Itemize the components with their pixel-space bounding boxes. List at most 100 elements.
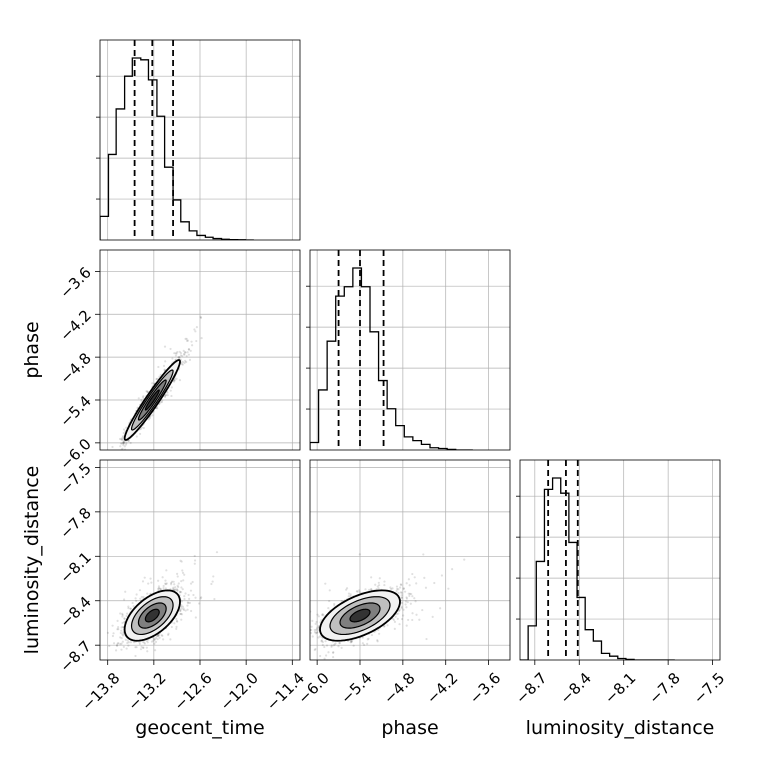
scatter-point <box>155 636 158 639</box>
scatter-point <box>114 454 116 456</box>
scatter-point <box>117 628 120 631</box>
scatter-point <box>323 657 326 660</box>
scatter-point <box>331 651 335 654</box>
scatter-point <box>180 604 183 607</box>
scatter-point <box>166 391 169 394</box>
scatter-point <box>122 442 125 445</box>
scatter-point <box>183 361 186 365</box>
scatter-point <box>383 580 386 583</box>
scatter-point <box>127 605 130 608</box>
scatter-point <box>391 587 394 590</box>
scatter-point <box>186 608 189 611</box>
scatter-point <box>400 596 404 599</box>
scatter-point <box>415 582 418 585</box>
scatter-point <box>115 644 119 647</box>
scatter-point <box>400 596 403 599</box>
scatter-point <box>394 615 397 618</box>
x-tick-label: −4.2 <box>423 669 461 707</box>
scatter-point <box>181 354 184 358</box>
scatter-point <box>321 643 324 647</box>
scatter-point <box>124 638 127 641</box>
scatter-point <box>178 350 181 353</box>
x-tick-label: −12.6 <box>171 669 216 714</box>
scatter-point <box>173 380 176 383</box>
scatter-point <box>164 394 167 397</box>
scatter-point <box>366 638 369 641</box>
scatter-point <box>314 647 317 651</box>
scatter-point <box>189 582 193 585</box>
scatter-point <box>175 617 178 621</box>
scatter-point <box>400 605 403 608</box>
scatter-point <box>126 639 129 642</box>
y-tick-label: −8.7 <box>56 637 94 675</box>
scatter-point <box>112 632 115 635</box>
scatter-point <box>376 585 379 588</box>
scatter-point <box>400 607 403 610</box>
scatter-point <box>116 628 119 631</box>
scatter-point <box>175 619 179 622</box>
scatter-point <box>367 637 370 640</box>
scatter-point <box>340 646 343 649</box>
scatter-point <box>193 328 196 331</box>
x-tick-label: −8.4 <box>557 669 595 707</box>
scatter-point <box>345 587 349 590</box>
scatter-point <box>407 578 410 581</box>
scatter-point <box>127 439 130 443</box>
scatter-point <box>361 642 364 645</box>
scatter-point <box>396 587 399 591</box>
scatter-point <box>176 584 179 587</box>
scatter-point <box>177 585 180 589</box>
scatter-point <box>167 633 170 637</box>
scatter-point <box>194 330 197 333</box>
scatter-point <box>386 624 389 627</box>
scatter-point <box>123 598 126 601</box>
scatter-point <box>181 571 185 575</box>
scatter-point <box>119 636 122 639</box>
scatter-point <box>327 651 330 654</box>
scatter-point <box>315 627 319 630</box>
scatter-point <box>162 586 165 590</box>
scatter-point <box>134 654 137 658</box>
scatter-point <box>121 613 124 617</box>
scatter-point <box>135 646 138 649</box>
scatter-point <box>176 589 179 592</box>
scatter-point <box>153 638 156 641</box>
scatter-point <box>213 597 216 601</box>
scatter-point <box>129 607 132 610</box>
scatter-point <box>389 586 392 589</box>
scatter-point <box>187 348 191 351</box>
scatter-point <box>307 648 309 650</box>
scatter-point <box>315 628 318 631</box>
scatter-point <box>106 631 109 634</box>
x-tick-label: −3.6 <box>466 669 504 707</box>
scatter-point <box>189 349 192 352</box>
scatter-point <box>195 339 198 343</box>
scatter-point <box>160 634 163 637</box>
scatter-point <box>134 646 137 649</box>
scatter-point <box>316 631 319 634</box>
pair-panel-geocent_time-phase <box>99 249 301 456</box>
scatter-point <box>187 601 190 605</box>
scatter-point <box>183 351 187 354</box>
scatter-point <box>143 576 146 579</box>
x-tick-label: −8.7 <box>512 669 550 707</box>
scatter-point <box>163 394 167 397</box>
y-tick-label: −8.4 <box>56 593 94 631</box>
scatter-point <box>170 625 173 629</box>
scatter-point <box>400 583 403 587</box>
scatter-point <box>307 628 309 630</box>
scatter-point <box>192 593 195 597</box>
scatter-point <box>145 639 148 642</box>
x-tick-label: −12.0 <box>217 669 262 714</box>
scatter-point <box>400 601 404 604</box>
scatter-point <box>297 635 299 637</box>
scatter-point <box>166 394 169 397</box>
scatter-point <box>347 595 350 598</box>
contour-level <box>349 608 371 623</box>
scatter-point <box>178 591 182 594</box>
scatter-point <box>324 640 327 643</box>
scatter-point <box>172 580 175 583</box>
scatter-point <box>182 608 185 611</box>
scatter-point <box>177 582 180 585</box>
scatter-point <box>179 612 182 615</box>
